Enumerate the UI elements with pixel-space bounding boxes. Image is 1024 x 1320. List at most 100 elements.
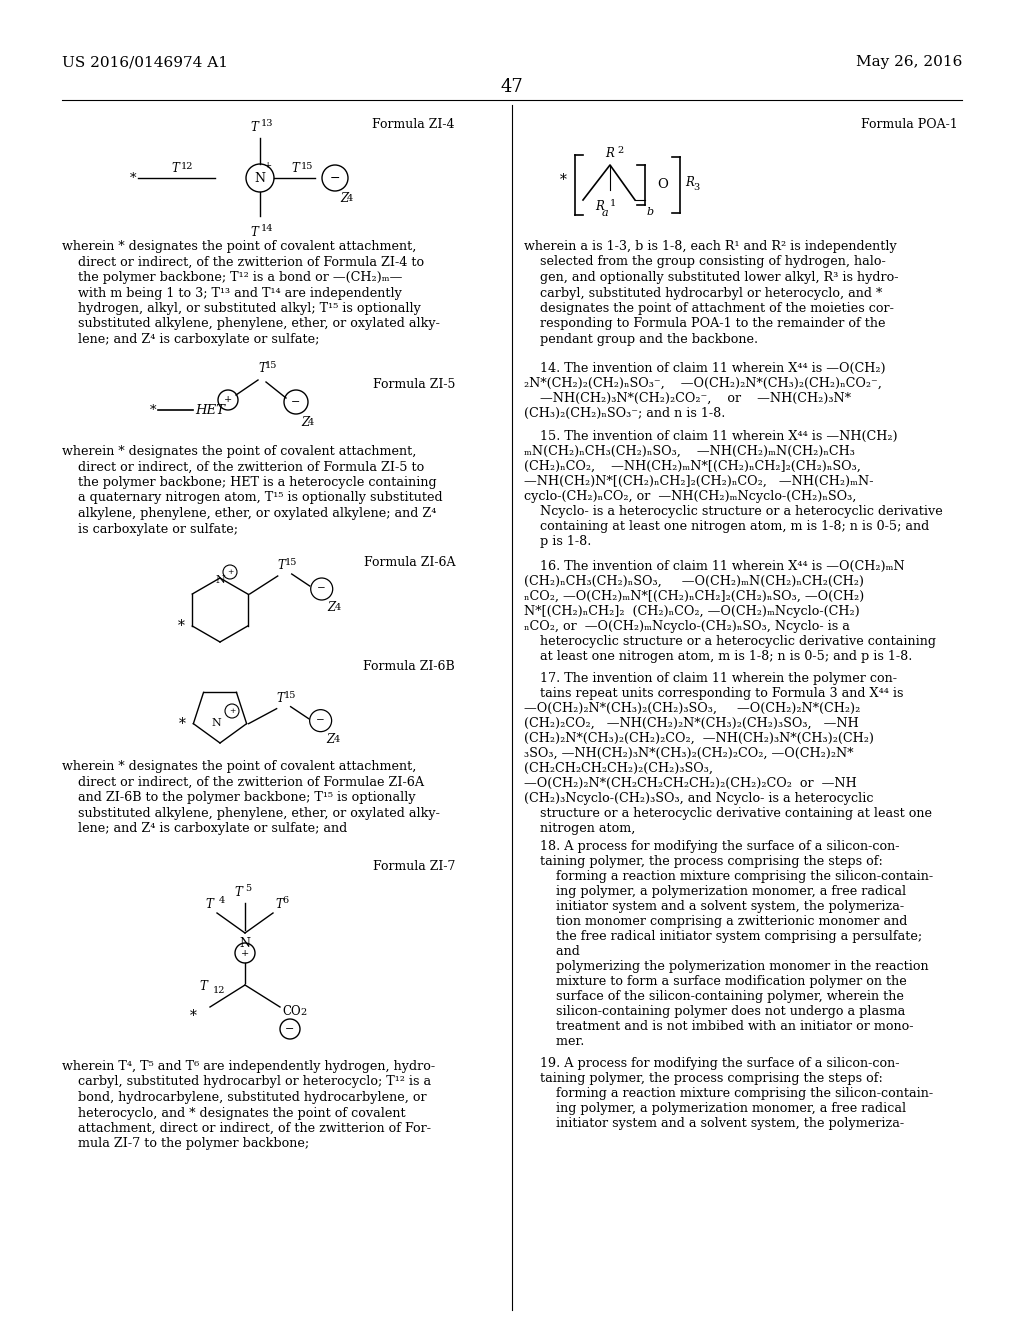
Text: T: T <box>278 558 286 572</box>
Text: 4: 4 <box>308 418 314 426</box>
Text: 19. A process for modifying the surface of a silicon-con-: 19. A process for modifying the surface … <box>524 1057 899 1071</box>
Text: 12: 12 <box>213 986 225 995</box>
Text: −: − <box>330 172 340 185</box>
Text: T: T <box>276 692 285 705</box>
Text: N: N <box>211 718 221 729</box>
Text: wherein * designates the point of covalent attachment,: wherein * designates the point of covale… <box>62 240 417 253</box>
Text: 4: 4 <box>335 603 341 612</box>
Text: *: * <box>150 404 157 417</box>
Text: substituted alkylene, phenylene, ether, or oxylated alky-: substituted alkylene, phenylene, ether, … <box>62 807 440 820</box>
Text: tains repeat units corresponding to Formula 3 and X⁴⁴ is: tains repeat units corresponding to Form… <box>524 686 903 700</box>
Text: N: N <box>240 937 251 950</box>
Text: ing polymer, a polymerization monomer, a free radical: ing polymer, a polymerization monomer, a… <box>524 884 906 898</box>
Text: −: − <box>316 717 325 725</box>
Text: Formula ZI-4: Formula ZI-4 <box>373 117 455 131</box>
Text: Formula ZI-5: Formula ZI-5 <box>373 378 455 391</box>
Text: wherein * designates the point of covalent attachment,: wherein * designates the point of covale… <box>62 760 417 774</box>
Text: forming a reaction mixture comprising the silicon-contain-: forming a reaction mixture comprising th… <box>524 870 933 883</box>
Text: ₘN(CH₂)ₙCH₃(CH₂)ₙSO₃,    —NH(CH₂)ₘN(CH₂)ₙCH₃: ₘN(CH₂)ₙCH₃(CH₂)ₙSO₃, —NH(CH₂)ₘN(CH₂)ₙCH… <box>524 445 855 458</box>
Text: responding to Formula POA-1 to the remainder of the: responding to Formula POA-1 to the remai… <box>524 318 886 330</box>
Text: Formula ZI-6A: Formula ZI-6A <box>364 556 455 569</box>
Text: carbyl, substituted hydrocarbyl or heterocyclo, and *: carbyl, substituted hydrocarbyl or heter… <box>524 286 883 300</box>
Text: +: + <box>224 396 232 404</box>
Text: bond, hydrocarbylene, substituted hydrocarbylene, or: bond, hydrocarbylene, substituted hydroc… <box>62 1092 427 1104</box>
Text: b: b <box>647 207 654 216</box>
Text: *: * <box>190 1008 197 1023</box>
Text: initiator system and a solvent system, the polymeriza-: initiator system and a solvent system, t… <box>524 900 904 913</box>
Text: heterocyclic structure or a heterocyclic derivative containing: heterocyclic structure or a heterocyclic… <box>524 635 936 648</box>
Text: hydrogen, alkyl, or substituted alkyl; T¹⁵ is optionally: hydrogen, alkyl, or substituted alkyl; T… <box>62 302 421 315</box>
Text: —O(CH₂)₂N*(CH₂CH₂CH₂CH₂)₂(CH₂)₂CO₂  or  —NH: —O(CH₂)₂N*(CH₂CH₂CH₂CH₂)₂(CH₂)₂CO₂ or —N… <box>524 777 857 789</box>
Text: −: − <box>291 397 301 407</box>
Text: mixture to form a surface modification polymer on the: mixture to form a surface modification p… <box>524 975 906 987</box>
Text: 15: 15 <box>301 162 313 172</box>
Text: mer.: mer. <box>524 1035 585 1048</box>
Text: attachment, direct or indirect, of the zwitterion of For-: attachment, direct or indirect, of the z… <box>62 1122 431 1135</box>
Text: *: * <box>560 173 567 187</box>
Text: 4: 4 <box>347 194 353 203</box>
Text: (CH₂)ₙCH₃(CH₂)ₙSO₃,     —O(CH₂)ₘN(CH₂)ₙCH₂(CH₂): (CH₂)ₙCH₃(CH₂)ₙSO₃, —O(CH₂)ₘN(CH₂)ₙCH₂(C… <box>524 576 864 587</box>
Text: R: R <box>605 147 614 160</box>
Text: CO: CO <box>282 1005 301 1018</box>
Text: and: and <box>524 945 580 958</box>
Text: N: N <box>255 172 265 185</box>
Text: cyclo-(CH₂)ₙCO₂, or  —NH(CH₂)ₘNcyclo-(CH₂)ₙSO₃,: cyclo-(CH₂)ₙCO₂, or —NH(CH₂)ₘNcyclo-(CH₂… <box>524 490 856 503</box>
Text: 2: 2 <box>300 1008 306 1016</box>
Text: initiator system and a solvent system, the polymeriza-: initiator system and a solvent system, t… <box>524 1117 904 1130</box>
Text: O: O <box>657 178 668 191</box>
Text: Formula ZI-7: Formula ZI-7 <box>373 861 455 873</box>
Text: (CH₃)₂(CH₂)ₙSO₃⁻; and n is 1-8.: (CH₃)₂(CH₂)ₙSO₃⁻; and n is 1-8. <box>524 407 725 420</box>
Text: direct or indirect, of the zwitterion of Formula ZI-4 to: direct or indirect, of the zwitterion of… <box>62 256 424 268</box>
Text: 15: 15 <box>265 360 278 370</box>
Text: 15: 15 <box>284 690 296 700</box>
Text: −: − <box>286 1024 295 1034</box>
Text: nitrogen atom,: nitrogen atom, <box>524 822 635 836</box>
Text: R: R <box>685 177 694 190</box>
Text: mula ZI-7 to the polymer backbone;: mula ZI-7 to the polymer backbone; <box>62 1138 309 1151</box>
Text: structure or a heterocyclic derivative containing at least one: structure or a heterocyclic derivative c… <box>524 807 932 820</box>
Text: +: + <box>226 568 233 576</box>
Text: *: * <box>177 619 184 634</box>
Text: (CH₂)₂CO₂,   —NH(CH₂)₂N*(CH₃)₂(CH₂)₃SO₃,   —NH: (CH₂)₂CO₂, —NH(CH₂)₂N*(CH₃)₂(CH₂)₃SO₃, —… <box>524 717 859 730</box>
Text: a quaternary nitrogen atom, T¹⁵ is optionally substituted: a quaternary nitrogen atom, T¹⁵ is optio… <box>62 491 442 504</box>
Text: alkylene, phenylene, ether, or oxylated alkylene; and Z⁴: alkylene, phenylene, ether, or oxylated … <box>62 507 436 520</box>
Text: selected from the group consisting of hydrogen, halo-: selected from the group consisting of hy… <box>524 256 886 268</box>
Text: forming a reaction mixture comprising the silicon-contain-: forming a reaction mixture comprising th… <box>524 1086 933 1100</box>
Text: T: T <box>250 121 258 135</box>
Text: heterocyclo, and * designates the point of covalent: heterocyclo, and * designates the point … <box>62 1106 406 1119</box>
Text: 16. The invention of claim 11 wherein X⁴⁴ is —O(CH₂)ₘN: 16. The invention of claim 11 wherein X⁴… <box>524 560 905 573</box>
Text: May 26, 2016: May 26, 2016 <box>856 55 962 69</box>
Text: +: + <box>241 949 249 957</box>
Text: substituted alkylene, phenylene, ether, or oxylated alky-: substituted alkylene, phenylene, ether, … <box>62 318 440 330</box>
Text: the free radical initiator system comprising a persulfate;: the free radical initiator system compri… <box>524 931 923 942</box>
Text: +: + <box>264 161 272 170</box>
Text: 47: 47 <box>501 78 523 96</box>
Text: HET: HET <box>195 404 225 417</box>
Text: pendant group and the backbone.: pendant group and the backbone. <box>524 333 758 346</box>
Text: ₙCO₂, or  —O(CH₂)ₘNcyclo-(CH₂)ₙSO₃, Ncyclo- is a: ₙCO₂, or —O(CH₂)ₘNcyclo-(CH₂)ₙSO₃, Ncycl… <box>524 620 850 634</box>
Text: taining polymer, the process comprising the steps of:: taining polymer, the process comprising … <box>524 855 883 869</box>
Text: 14. The invention of claim 11 wherein X⁴⁴ is —O(CH₂): 14. The invention of claim 11 wherein X⁴… <box>524 362 886 375</box>
Text: containing at least one nitrogen atom, m is 1-8; n is 0-5; and: containing at least one nitrogen atom, m… <box>524 520 929 533</box>
Text: ₙCO₂, —O(CH₂)ₘN*[(CH₂)ₙCH₂]₂(CH₂)ₙSO₃, —O(CH₂): ₙCO₂, —O(CH₂)ₘN*[(CH₂)ₙCH₂]₂(CH₂)ₙSO₃, —… <box>524 590 864 603</box>
Text: treatment and is not imbibed with an initiator or mono-: treatment and is not imbibed with an ini… <box>524 1020 913 1034</box>
Text: 4: 4 <box>219 896 225 906</box>
Text: T: T <box>171 162 179 176</box>
Text: the polymer backbone; T¹² is a bond or —(CH₂)ₘ—: the polymer backbone; T¹² is a bond or —… <box>62 271 402 284</box>
Text: is carboxylate or sulfate;: is carboxylate or sulfate; <box>62 523 238 536</box>
Text: taining polymer, the process comprising the steps of:: taining polymer, the process comprising … <box>524 1072 883 1085</box>
Text: lene; and Z⁴ is carboxylate or sulfate;: lene; and Z⁴ is carboxylate or sulfate; <box>62 333 319 346</box>
Text: direct or indirect, of the zwitterion of Formulae ZI-6A: direct or indirect, of the zwitterion of… <box>62 776 424 788</box>
Text: p is 1-8.: p is 1-8. <box>524 535 592 548</box>
Text: (CH₂)₂N*(CH₃)₂(CH₂)₂CO₂,  —NH(CH₂)₃N*(CH₃)₂(CH₂): (CH₂)₂N*(CH₃)₂(CH₂)₂CO₂, —NH(CH₂)₃N*(CH₃… <box>524 733 874 744</box>
Text: T: T <box>234 886 242 899</box>
Text: Formula POA-1: Formula POA-1 <box>861 117 958 131</box>
Text: carbyl, substituted hydrocarbyl or heterocyclo; T¹² is a: carbyl, substituted hydrocarbyl or heter… <box>62 1076 431 1089</box>
Text: T: T <box>258 362 266 375</box>
Text: wherein T⁴, T⁵ and T⁶ are independently hydrogen, hydro-: wherein T⁴, T⁵ and T⁶ are independently … <box>62 1060 435 1073</box>
Text: Z: Z <box>340 191 348 205</box>
Text: 1: 1 <box>610 199 616 209</box>
Text: (CH₂CH₂CH₂CH₂)₂(CH₂)₃SO₃,: (CH₂CH₂CH₂CH₂)₂(CH₂)₃SO₃, <box>524 762 713 775</box>
Text: Z: Z <box>301 416 309 429</box>
Text: −: − <box>317 585 326 594</box>
